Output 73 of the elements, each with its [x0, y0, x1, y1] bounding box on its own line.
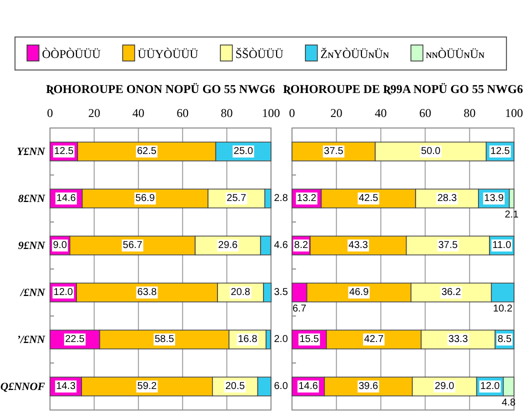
y-tick-label: 9£NN	[18, 240, 46, 252]
data-label: 2.0	[274, 334, 288, 345]
x-tick-label: 100	[505, 106, 523, 120]
data-label: 4.6	[274, 240, 288, 251]
data-label: 13.2	[296, 193, 317, 204]
data-label: 14.6	[298, 381, 318, 392]
data-label: 16.8	[238, 334, 258, 345]
x-tick-label: 60	[176, 106, 189, 120]
y-tick-label: 8£NN	[18, 193, 46, 206]
data-label: 43.3	[348, 240, 368, 251]
y-tick-label: Q£NNOF	[0, 381, 46, 394]
legend-label: ŽɴYÒÜÜɴÜɴ	[320, 47, 389, 61]
data-label: 20.5	[225, 381, 246, 392]
data-label: 12.5	[54, 146, 74, 157]
data-label: 62.5	[136, 146, 157, 157]
y-tick-label: /£NN	[20, 287, 46, 300]
data-label: 12.5	[490, 146, 510, 157]
data-label: 20.8	[230, 287, 251, 298]
data-label: 10.2	[492, 303, 513, 314]
data-label: 12.0	[54, 287, 74, 298]
data-label: 37.5	[438, 240, 458, 251]
data-label: 3.5	[274, 287, 288, 298]
data-label: 13.9	[484, 193, 504, 204]
x-tick-label: 80	[220, 106, 233, 120]
data-label: 6.0	[274, 381, 288, 392]
data-label: 56.7	[122, 240, 143, 251]
data-label: 58.5	[154, 334, 175, 345]
data-label: 6.7	[292, 303, 307, 314]
chart-title: ƦOHOROUPE DE Ʀ99A NOPÜ GO 55 NWG6	[283, 82, 523, 96]
data-label: 46.9	[349, 287, 370, 298]
data-label: 8.5	[498, 334, 512, 345]
x-tick-label: 80	[464, 106, 476, 120]
y-tick-label: Y£NN	[16, 146, 46, 158]
data-label: 25.7	[226, 193, 247, 204]
chart-title: ƦOHOROUPE ONON NOPÜ GO 55 NWG6	[46, 82, 275, 96]
data-label: 9.0	[52, 240, 68, 251]
data-label: 42.7	[364, 334, 384, 345]
x-tick-label: 100	[262, 106, 280, 120]
legend-label: ÒÒPÒÜÜÜ	[42, 47, 102, 61]
x-tick-label: 20	[88, 106, 100, 120]
legend-label: ŠŠÒÜÜÜ	[235, 47, 284, 61]
data-label: 11.0	[492, 240, 512, 251]
data-label: 14.3	[56, 381, 76, 392]
x-tick-label: 60	[419, 106, 432, 120]
data-label: 63.8	[137, 287, 158, 298]
x-tick-label: 0	[47, 106, 53, 120]
x-tick-label: 20	[330, 106, 342, 120]
data-label: 42.5	[358, 193, 379, 204]
data-label: 56.9	[135, 193, 156, 204]
data-label: 50.0	[421, 146, 441, 157]
legend-label: ÜÜYÒÜÜÜ	[138, 47, 199, 61]
data-label: 39.6	[358, 381, 379, 392]
x-tick-label: 40	[374, 106, 387, 120]
data-label: 59.2	[137, 381, 158, 392]
y-tick-label: ʼ/£NN	[16, 334, 46, 346]
data-label: 15.5	[299, 334, 320, 345]
data-label: 28.3	[437, 193, 458, 204]
data-label: 2.1	[504, 209, 520, 220]
data-label: 33.3	[448, 334, 468, 345]
data-label: 8.2	[294, 240, 308, 251]
data-label: 29.6	[218, 240, 238, 251]
data-label: 25.0	[234, 146, 254, 157]
data-label: 4.8	[502, 397, 516, 408]
data-label: 29.0	[434, 381, 455, 392]
data-label: 2.8	[274, 193, 288, 204]
data-label: 36.2	[441, 287, 462, 298]
x-tick-label: 40	[132, 106, 144, 120]
x-tick-label: 0	[289, 106, 295, 120]
data-label: 22.5	[65, 334, 86, 345]
data-label: 12.0	[480, 381, 500, 392]
legend-label: ɴɴÒÜÜɴÜɴ	[426, 47, 484, 61]
data-label: 14.6	[56, 193, 76, 204]
data-label: 37.5	[324, 146, 344, 157]
